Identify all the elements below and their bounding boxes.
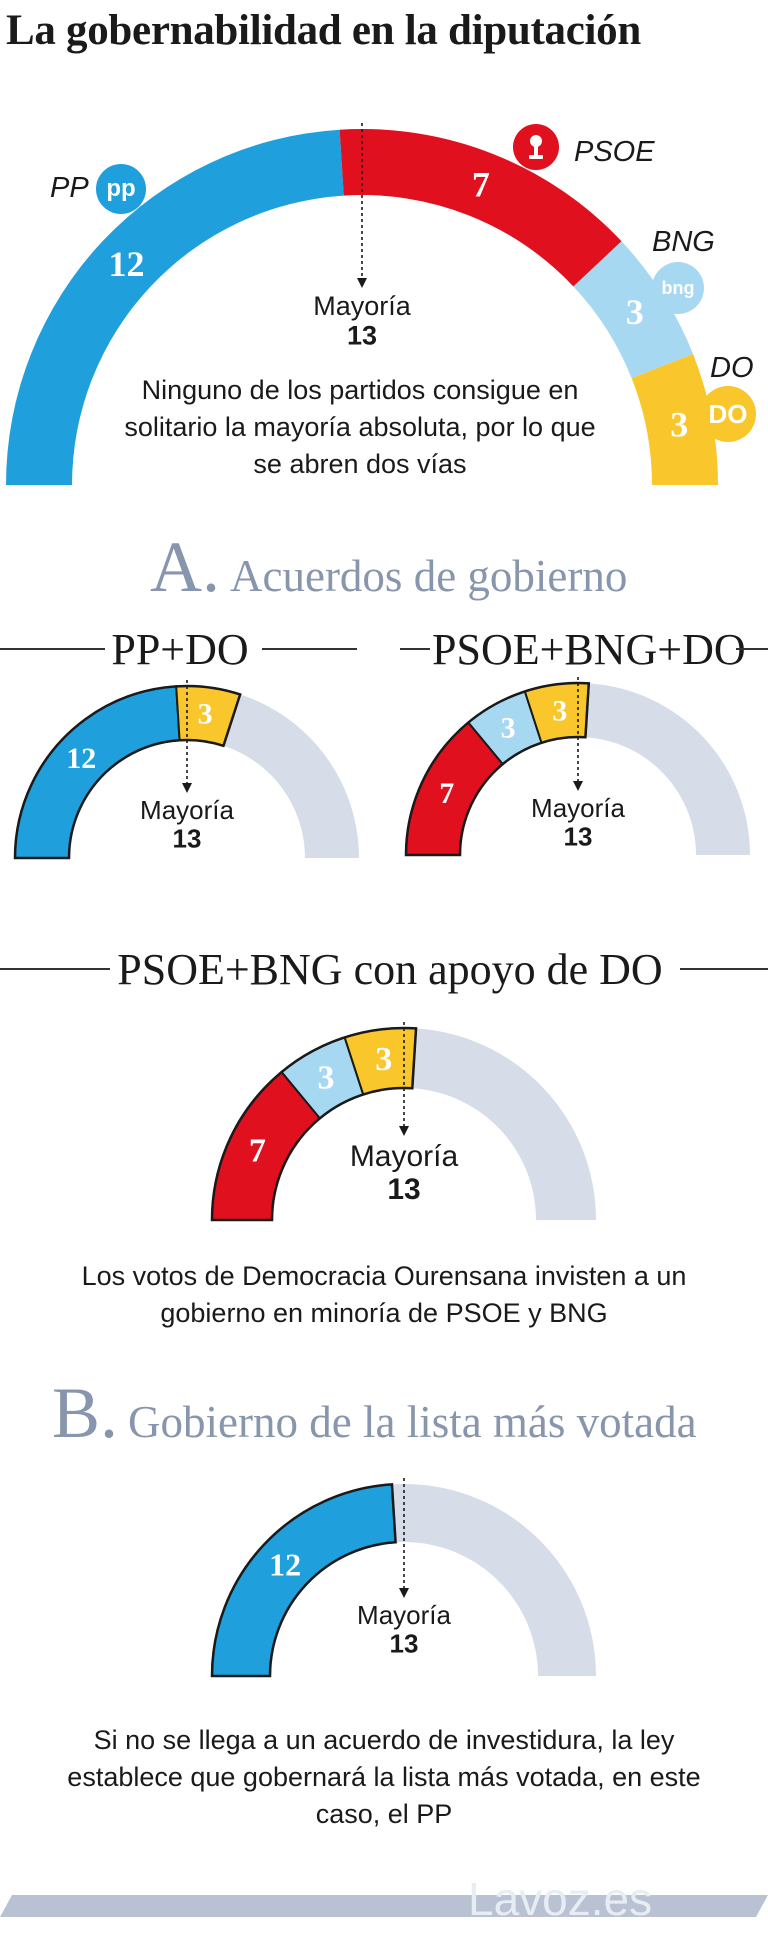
- psoe-logo-icon: [513, 124, 559, 170]
- seat-arc-do: [631, 353, 718, 485]
- majority-arrow-icon: [182, 783, 192, 793]
- seat-arc-pp: [6, 129, 344, 485]
- divider: [400, 648, 430, 650]
- empty-seats-arc: [412, 1028, 596, 1220]
- majority-label: Mayoría: [350, 1140, 459, 1173]
- seat-label-do: 3: [670, 404, 688, 444]
- section-a-title: Acuerdos de gobierno: [230, 551, 628, 601]
- main-description: Ninguno de los partidos consigue en soli…: [124, 375, 596, 479]
- divider: [0, 648, 105, 650]
- coalition-outline: [210, 1483, 397, 1678]
- seat-label-pp: 12: [269, 1546, 301, 1582]
- do-logo-icon: DO: [700, 386, 756, 442]
- party-name-pp: PP: [50, 172, 89, 204]
- empty-seats-arc: [585, 683, 750, 855]
- combo-support-title: PSOE+BNG con apoyo de DO: [117, 945, 663, 994]
- divider: [736, 648, 768, 650]
- seat-label-do: 3: [198, 698, 213, 731]
- party-name-bng: BNG: [652, 226, 715, 258]
- seat-label-do: 3: [375, 1041, 392, 1078]
- party-name-psoe: PSOE: [574, 136, 655, 168]
- majority-label: Mayoría: [140, 795, 234, 825]
- rose-icon: [529, 135, 543, 159]
- majority-value: 13: [564, 822, 593, 852]
- majority-arrow-icon: [573, 781, 583, 791]
- majority-arrow-icon: [357, 278, 367, 288]
- combo-psoe-bng-do-title: PSOE+BNG+DO: [432, 625, 746, 674]
- divider: [680, 968, 768, 970]
- empty-seats-arc: [391, 1484, 596, 1676]
- combo-pp-do-title: PP+DO: [111, 625, 249, 674]
- majority-arrow-icon: [399, 1588, 409, 1598]
- majority-arrow-icon: [399, 1126, 409, 1136]
- bng-logo-icon: bng: [652, 262, 704, 314]
- seat-arc-bng: [573, 241, 694, 379]
- section-b-title: Gobierno de la lista más votada: [128, 1397, 697, 1447]
- seat-label-bng: 3: [501, 711, 516, 744]
- seat-label-psoe: 7: [439, 777, 454, 810]
- pp-logo-icon: pp: [96, 164, 146, 214]
- combo-pp-description: Si no se llega a un acuerdo de investidu…: [67, 1725, 701, 1829]
- coalition-outline: [210, 1026, 418, 1222]
- majority-value: 13: [173, 824, 202, 854]
- seat-label-bng: 3: [626, 292, 644, 332]
- party-name-do: DO: [710, 352, 754, 384]
- combo-support-description: Los votos de Democracia Ourensana invist…: [81, 1261, 687, 1328]
- empty-seats-arc: [223, 694, 359, 858]
- divider: [262, 648, 357, 650]
- majority-label: Mayoría: [531, 793, 625, 823]
- seat-label-pp: 12: [109, 244, 145, 284]
- majority-value: 13: [390, 1629, 419, 1659]
- seat-label-pp: 12: [66, 742, 96, 775]
- majority-label: Mayoría: [313, 291, 412, 321]
- seat-label-do: 3: [552, 695, 567, 728]
- majority-value: 13: [387, 1173, 420, 1206]
- footer-bar: [0, 1895, 768, 1917]
- coalition-outline: [404, 681, 591, 857]
- section-a-letter: A.: [150, 527, 220, 607]
- divider: [0, 968, 110, 970]
- section-b-header: B. Gobierno de la lista más votada: [52, 1372, 697, 1455]
- section-b-letter: B.: [52, 1373, 119, 1453]
- coalition-outline: [13, 684, 242, 860]
- footer-brand: Lavoz.es: [468, 1873, 653, 1925]
- page-title: La gobernabilidad en la diputación: [6, 7, 641, 54]
- seat-label-psoe: 7: [472, 165, 490, 205]
- majority-value: 13: [347, 321, 377, 351]
- section-a-header: A. Acuerdos de gobierno: [150, 526, 627, 609]
- seat-label-psoe: 7: [249, 1133, 266, 1170]
- majority-label: Mayoría: [357, 1600, 451, 1630]
- seat-label-bng: 3: [317, 1060, 334, 1097]
- seat-arc-psoe: [339, 129, 622, 287]
